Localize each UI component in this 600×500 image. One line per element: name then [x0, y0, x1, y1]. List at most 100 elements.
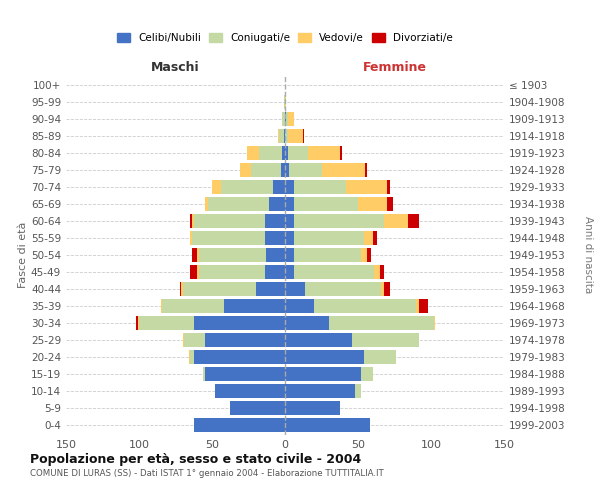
Bar — [294, 197, 358, 211]
Text: COMUNE DI LURAS (SS) - Dati ISTAT 1° gennaio 2004 - Elaborazione TUTTITALIA.IT: COMUNE DI LURAS (SS) - Dati ISTAT 1° gen… — [30, 469, 384, 478]
Bar — [205, 333, 285, 347]
Bar — [294, 248, 361, 262]
Legend: Celibi/Nubili, Coniugati/e, Vedovi/e, Divorziati/e: Celibi/Nubili, Coniugati/e, Vedovi/e, Di… — [114, 30, 456, 46]
Bar — [203, 367, 205, 381]
Bar — [191, 214, 194, 228]
Bar — [256, 282, 285, 296]
Bar — [137, 316, 139, 330]
Bar — [294, 180, 346, 194]
Bar — [358, 197, 387, 211]
Bar — [285, 282, 305, 296]
Bar — [285, 197, 294, 211]
Bar — [194, 316, 285, 330]
Bar — [346, 180, 387, 194]
Bar — [197, 265, 199, 279]
Bar — [180, 282, 181, 296]
Bar — [282, 112, 285, 126]
Bar — [285, 401, 340, 415]
Bar — [285, 248, 294, 262]
Text: Maschi: Maschi — [151, 61, 200, 74]
Bar — [181, 282, 183, 296]
Bar — [387, 197, 393, 211]
Bar — [282, 146, 285, 160]
Bar — [266, 248, 285, 262]
Bar — [374, 265, 380, 279]
Bar — [285, 129, 288, 143]
Bar — [340, 146, 342, 160]
Bar — [294, 231, 364, 245]
Bar — [285, 95, 286, 109]
Bar — [387, 180, 390, 194]
Bar — [184, 333, 205, 347]
Bar — [212, 180, 221, 194]
Bar — [367, 248, 371, 262]
Bar — [269, 197, 285, 211]
Bar — [286, 112, 288, 126]
Bar — [215, 384, 285, 398]
Bar — [194, 350, 285, 364]
Bar — [314, 299, 416, 313]
Bar — [199, 248, 266, 262]
Bar — [285, 146, 288, 160]
Bar — [190, 350, 194, 364]
Bar — [380, 265, 384, 279]
Bar — [284, 95, 285, 109]
Bar — [279, 129, 284, 143]
Bar — [308, 146, 340, 160]
Bar — [288, 112, 294, 126]
Bar — [294, 214, 384, 228]
Bar — [224, 299, 285, 313]
Bar — [361, 367, 373, 381]
Bar — [285, 418, 370, 432]
Bar — [285, 333, 352, 347]
Bar — [285, 350, 364, 364]
Bar — [240, 163, 251, 177]
Bar — [355, 384, 361, 398]
Bar — [265, 231, 285, 245]
Text: Anni di nascita: Anni di nascita — [583, 216, 593, 294]
Bar — [285, 316, 329, 330]
Bar — [373, 231, 377, 245]
Bar — [221, 180, 274, 194]
Bar — [247, 146, 259, 160]
Bar — [161, 299, 163, 313]
Bar — [274, 180, 285, 194]
Bar — [197, 248, 199, 262]
Bar — [190, 214, 191, 228]
Bar — [361, 248, 367, 262]
Bar — [259, 146, 282, 160]
Bar — [352, 333, 419, 347]
Bar — [191, 231, 265, 245]
Bar — [285, 231, 294, 245]
Bar — [288, 129, 302, 143]
Bar — [136, 316, 137, 330]
Bar — [205, 367, 285, 381]
Bar — [285, 163, 289, 177]
Bar — [416, 299, 419, 313]
Bar — [190, 231, 191, 245]
Bar — [183, 282, 256, 296]
Bar — [289, 163, 322, 177]
Bar — [285, 112, 286, 126]
Bar — [365, 163, 367, 177]
Bar — [434, 316, 436, 330]
Bar — [329, 316, 434, 330]
Bar — [194, 214, 265, 228]
Y-axis label: Fasce di età: Fasce di età — [18, 222, 28, 288]
Bar — [230, 401, 285, 415]
Bar — [163, 299, 224, 313]
Bar — [265, 214, 285, 228]
Bar — [278, 129, 279, 143]
Bar — [251, 163, 281, 177]
Bar — [285, 367, 361, 381]
Text: Popolazione per età, sesso e stato civile - 2004: Popolazione per età, sesso e stato civil… — [30, 452, 361, 466]
Bar — [382, 282, 384, 296]
Text: Femmine: Femmine — [362, 61, 427, 74]
Bar — [265, 265, 285, 279]
Bar — [384, 214, 407, 228]
Bar — [407, 214, 419, 228]
Bar — [384, 282, 390, 296]
Bar — [285, 214, 294, 228]
Bar — [364, 350, 396, 364]
Bar — [419, 299, 428, 313]
